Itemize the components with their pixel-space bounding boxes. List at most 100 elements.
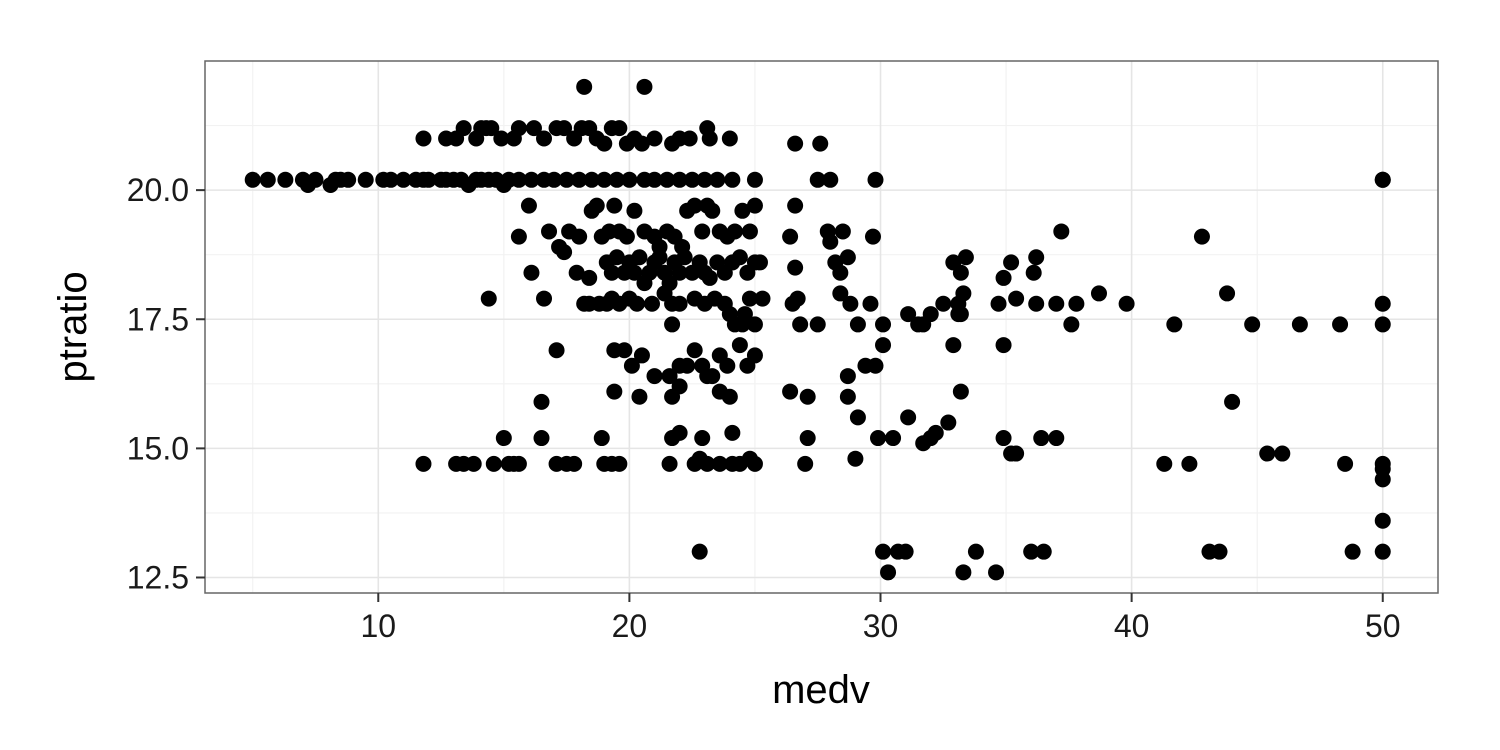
data-point [606,197,623,214]
data-point [510,120,527,137]
data-point [1211,543,1228,560]
data-point [596,171,613,188]
data-point [832,264,849,281]
data-point [1048,430,1065,447]
data-point [628,295,645,312]
data-point [862,295,879,312]
data-point [1374,171,1391,188]
data-point [822,233,839,250]
data-point [671,171,688,188]
data-point [864,228,881,245]
y-tick-label: 12.5 [127,560,189,596]
x-tick-label: 50 [1365,608,1401,644]
data-point [726,223,743,240]
data-point [510,455,527,472]
data-point [751,254,768,271]
data-point [671,264,688,281]
data-point [955,564,972,581]
data-point [1063,316,1080,333]
data-point [686,197,703,214]
data-point [867,171,884,188]
data-point [952,306,969,323]
data-point [839,388,856,405]
data-point [520,197,537,214]
data-point [955,285,972,302]
data-point [995,430,1012,447]
data-point [731,249,748,266]
data-point [568,264,585,281]
data-point [510,171,527,188]
data-point [608,249,625,266]
data-point [701,269,718,286]
data-point [952,264,969,281]
x-tick-label: 20 [612,608,648,644]
data-point [671,295,688,312]
data-point [867,357,884,374]
data-point [957,249,974,266]
y-axis: 12.5 15.0 17.5 20.0 [127,172,205,596]
data-point [1291,316,1308,333]
data-point [812,135,829,152]
data-point [686,342,703,359]
data-point [679,357,696,374]
data-point [593,430,610,447]
data-point [741,290,758,307]
data-point [885,430,902,447]
data-point [897,543,914,560]
data-point [1118,295,1135,312]
data-point [809,316,826,333]
data-point [626,264,643,281]
data-point [588,197,605,214]
data-point [646,130,663,147]
data-point [455,120,472,137]
data-point [967,543,984,560]
data-point [631,249,648,266]
data-point [1003,254,1020,271]
data-point [809,171,826,188]
data-point [244,171,261,188]
data-point [382,171,399,188]
data-point [357,171,374,188]
x-tick-label: 30 [863,608,899,644]
data-point [741,223,758,240]
data-point [623,357,640,374]
data-point [1181,455,1198,472]
data-point [704,202,721,219]
data-point [493,130,510,147]
data-point [839,249,856,266]
data-point [661,455,678,472]
data-point [995,337,1012,354]
data-point [787,197,804,214]
data-point [988,564,1005,581]
data-point [566,455,583,472]
data-point [541,223,558,240]
data-point [676,249,693,266]
data-point [822,171,839,188]
data-point [603,264,620,281]
data-point [719,357,736,374]
data-point [1219,285,1236,302]
data-point [746,171,763,188]
data-point [536,130,553,147]
data-point [571,171,588,188]
data-points [244,78,1391,581]
data-point [548,342,565,359]
data-point [643,295,660,312]
plot-panel-border [204,60,1439,594]
data-point [596,135,613,152]
x-axis: 10 20 30 40 50 [360,593,1401,644]
data-point [927,424,944,441]
data-point [536,290,553,307]
data-point [415,130,432,147]
data-point [307,171,324,188]
data-point [701,130,718,147]
data-point [1048,295,1065,312]
data-point [875,337,892,354]
data-point [1156,455,1173,472]
data-point [1166,316,1183,333]
data-point [525,120,542,137]
data-point [480,290,497,307]
data-point [1259,445,1276,462]
data-point [510,228,527,245]
data-point [694,430,711,447]
